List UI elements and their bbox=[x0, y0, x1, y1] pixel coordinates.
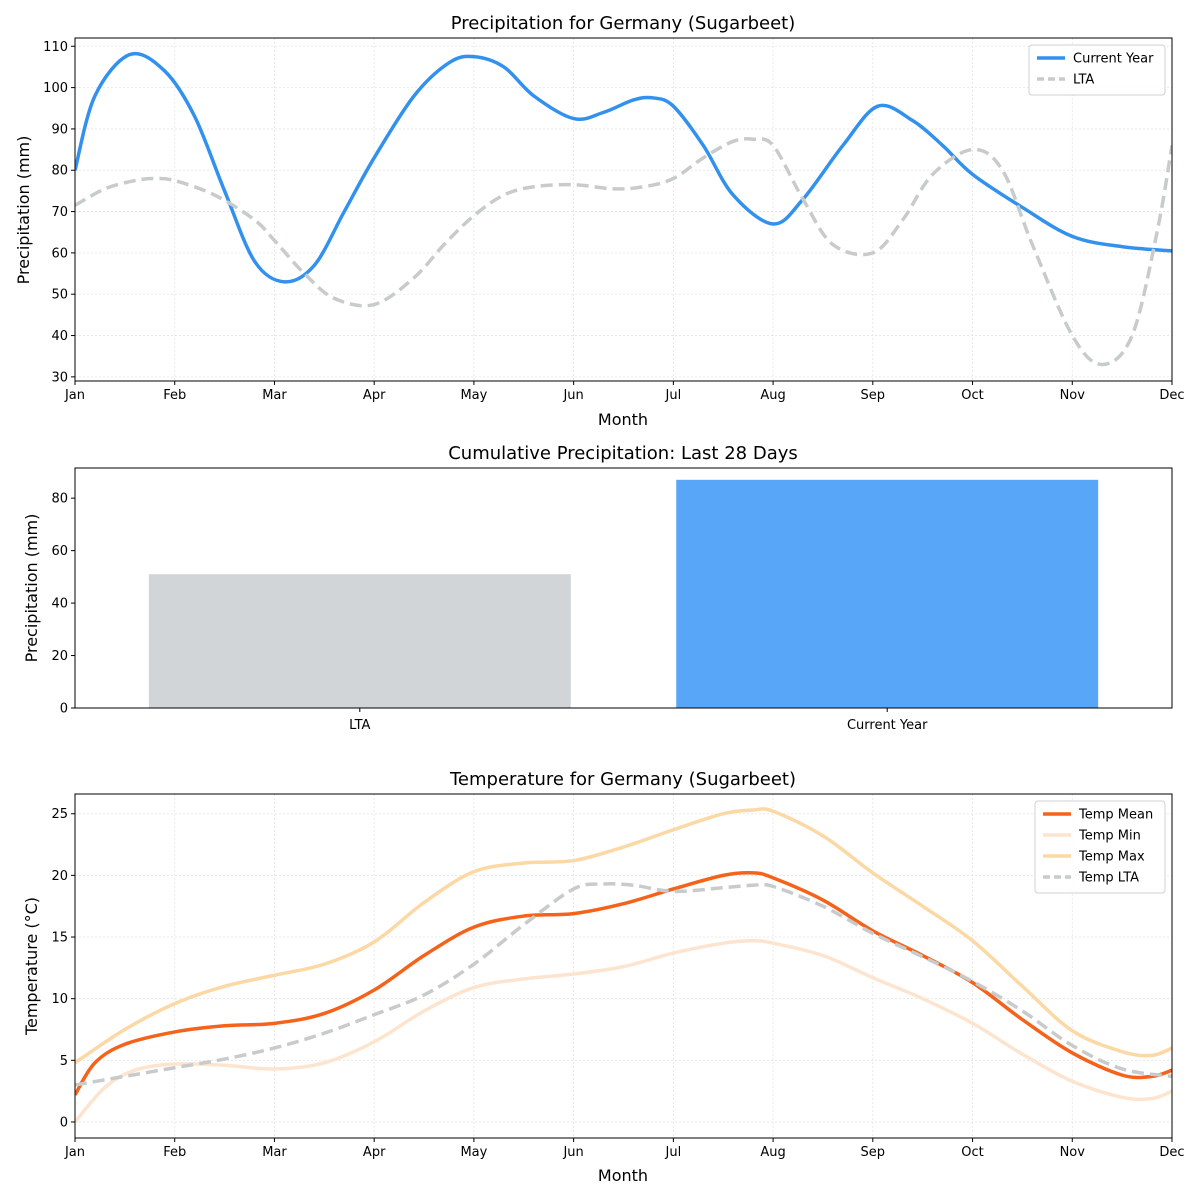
y-tick-label: 0 bbox=[60, 1115, 68, 1130]
axes-frame bbox=[74, 467, 1173, 709]
x-tick-label: Jun bbox=[562, 1145, 583, 1160]
legend-label: LTA bbox=[1073, 73, 1094, 88]
y-axis-label: Precipitation (mm) bbox=[14, 136, 33, 285]
x-axis-label: Month bbox=[598, 410, 648, 429]
x-tick-label: Aug bbox=[760, 1145, 785, 1160]
y-tick-label: 50 bbox=[51, 288, 68, 303]
y-tick-label: 15 bbox=[51, 931, 68, 946]
x-tick-label: Oct bbox=[961, 1145, 983, 1160]
bar-lta bbox=[148, 574, 571, 708]
legend-label: Temp Mean bbox=[1078, 808, 1153, 823]
y-axis-label: Precipitation (mm) bbox=[22, 514, 41, 663]
bar-current-year bbox=[676, 479, 1099, 708]
x-tick-label: Dec bbox=[1159, 388, 1184, 403]
x-tick-label: Nov bbox=[1060, 388, 1086, 403]
x-tick-label: Dec bbox=[1159, 1145, 1184, 1160]
x-tick-label: Current Year bbox=[847, 718, 928, 733]
y-tick-label: 100 bbox=[43, 81, 68, 96]
x-tick-label: Jul bbox=[665, 388, 682, 403]
series-line-current-year bbox=[75, 51, 1172, 284]
y-tick-label: 80 bbox=[51, 164, 68, 179]
legend-label: Temp Min bbox=[1078, 829, 1141, 844]
legend: Temp Mean Temp Min Temp Max Temp LTA bbox=[1034, 800, 1166, 894]
x-tick-label: Jun bbox=[562, 388, 583, 403]
legend-label: Temp Max bbox=[1078, 850, 1145, 865]
y-tick-label: 40 bbox=[51, 329, 68, 344]
x-tick-label: Oct bbox=[961, 388, 983, 403]
x-tick-label: Mar bbox=[262, 1145, 287, 1160]
chart-title: Cumulative Precipitation: Last 28 Days bbox=[448, 443, 798, 464]
y-tick-label: 110 bbox=[43, 40, 68, 55]
x-tick-label: Jan bbox=[64, 1145, 85, 1160]
x-tick-label: Feb bbox=[163, 388, 186, 403]
cumulative-precipitation-bar-chart: Cumulative Precipitation: Last 28 Days P… bbox=[22, 443, 1173, 733]
x-tick-label: Mar bbox=[262, 388, 287, 403]
x-tick-label: Nov bbox=[1060, 1145, 1086, 1160]
series-line-temp-mean bbox=[75, 870, 1172, 1096]
y-tick-label: 80 bbox=[51, 492, 68, 507]
x-axis-label: Month bbox=[598, 1166, 648, 1185]
y-tick-label: 30 bbox=[51, 370, 68, 385]
legend-box bbox=[1034, 800, 1166, 894]
x-tick-label: Sep bbox=[861, 1145, 886, 1160]
y-tick-label: 70 bbox=[51, 205, 68, 220]
x-tick-label: Feb bbox=[163, 1145, 186, 1160]
y-axis-label: Temperature (°C) bbox=[22, 897, 41, 1036]
x-tick-label: Apr bbox=[363, 388, 386, 403]
chart-title: Temperature for Germany (Sugarbeet) bbox=[449, 769, 796, 790]
y-tick-label: 20 bbox=[51, 869, 68, 884]
x-tick-label: LTA bbox=[349, 718, 370, 733]
legend: Current Year LTA bbox=[1028, 44, 1166, 96]
axes-frame bbox=[74, 793, 1173, 1139]
series-line-temp-lta bbox=[75, 882, 1172, 1087]
series-line-lta bbox=[75, 137, 1172, 367]
x-tick-label: Sep bbox=[861, 388, 886, 403]
y-tick-label: 60 bbox=[51, 544, 68, 559]
legend-label: Temp LTA bbox=[1078, 871, 1139, 886]
y-tick-label: 10 bbox=[51, 992, 68, 1007]
series-line-temp-min bbox=[75, 938, 1172, 1124]
precipitation-line-chart: Precipitation for Germany (Sugarbeet) Pr… bbox=[14, 13, 1185, 429]
plot-area bbox=[75, 807, 1172, 1124]
x-tick-label: Jul bbox=[665, 1145, 682, 1160]
x-tick-label: Jan bbox=[64, 388, 85, 403]
y-tick-label: 90 bbox=[51, 122, 68, 137]
series-line-temp-max bbox=[75, 807, 1172, 1065]
x-tick-label: Aug bbox=[760, 388, 785, 403]
y-tick-label: 20 bbox=[51, 649, 68, 664]
axes-frame bbox=[74, 37, 1173, 382]
y-tick-label: 5 bbox=[60, 1054, 68, 1069]
y-tick-label: 25 bbox=[51, 807, 68, 822]
temperature-line-chart: Temperature for Germany (Sugarbeet) Temp… bbox=[22, 769, 1185, 1185]
x-tick-label: Apr bbox=[363, 1145, 386, 1160]
y-tick-label: 40 bbox=[51, 597, 68, 612]
legend-label: Current Year bbox=[1073, 52, 1154, 67]
x-tick-label: May bbox=[460, 1145, 487, 1160]
plot-area bbox=[75, 51, 1172, 367]
y-tick-label: 0 bbox=[60, 702, 68, 717]
y-tick-label: 60 bbox=[51, 246, 68, 261]
x-tick-label: May bbox=[460, 388, 487, 403]
chart-title: Precipitation for Germany (Sugarbeet) bbox=[451, 13, 796, 34]
